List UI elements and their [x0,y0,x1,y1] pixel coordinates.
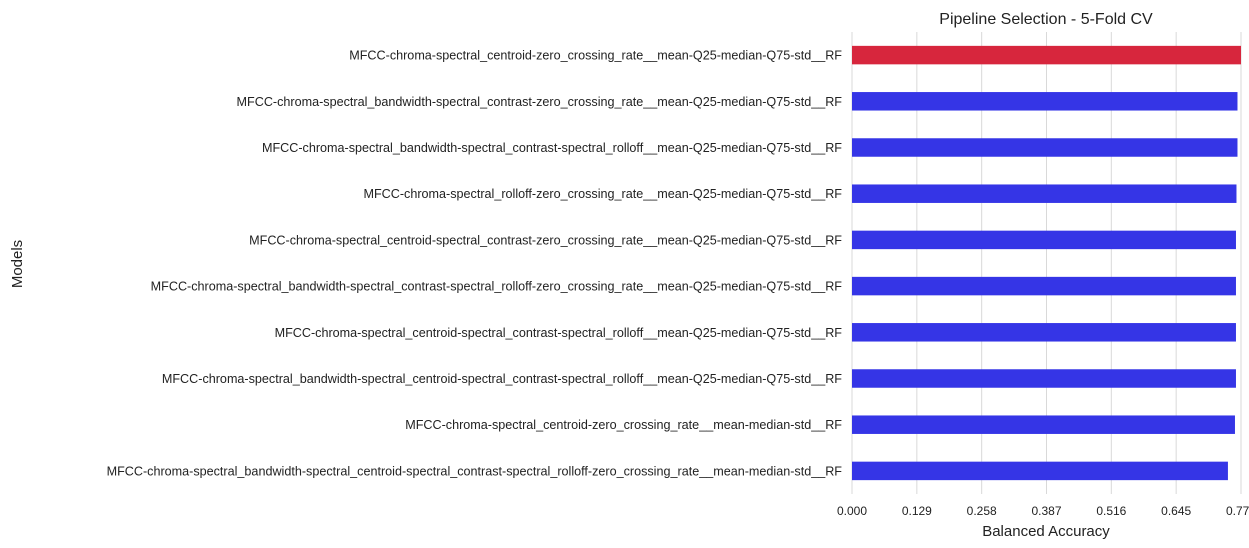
y-tick-label: MFCC-chroma-spectral_rolloff-zero_crossi… [363,187,842,201]
bar [852,92,1238,111]
x-tick-label: 0.516 [1096,504,1126,518]
y-tick-label: MFCC-chroma-spectral_bandwidth-spectral_… [162,372,842,386]
bar [852,276,1236,296]
y-tick-label: MFCC-chroma-spectral_centroid-spectral_c… [275,326,843,340]
bar [852,323,1236,342]
x-tick-label: 0.258 [967,504,997,518]
bar [852,184,1237,203]
y-tick-label: MFCC-chroma-spectral_bandwidth-spectral_… [237,95,843,109]
bars-group [852,45,1241,481]
x-tick-label: 0.645 [1161,504,1191,518]
x-tick-label: 0.774 [1226,504,1249,518]
x-tick-label: 0.387 [1031,504,1061,518]
y-axis-label: Models [9,240,26,288]
y-tick-label: MFCC-chroma-spectral_bandwidth-spectral_… [151,280,843,294]
x-tick-labels: 0.000 0.129 0.258 0.387 0.516 0.645 0.774 [837,504,1249,518]
y-tick-label: MFCC-chroma-spectral_bandwidth-spectral_… [107,464,843,478]
chart-title: Pipeline Selection - 5-Fold CV [939,11,1153,28]
bar [852,461,1228,481]
y-tick-label: MFCC-chroma-spectral_centroid-spectral_c… [249,233,842,247]
y-tick-label: MFCC-chroma-spectral_centroid-zero_cross… [405,418,842,432]
bar [852,45,1241,65]
x-axis-label: Balanced Accuracy [982,523,1110,540]
y-tick-label: MFCC-chroma-spectral_bandwidth-spectral_… [262,141,842,155]
x-tick-label: 0.129 [902,504,932,518]
bar [852,138,1238,157]
x-tick-label: 0.000 [837,504,867,518]
y-tick-labels: MFCC-chroma-spectral_centroid-zero_cross… [107,49,843,479]
y-tick-label: MFCC-chroma-spectral_centroid-zero_cross… [349,49,842,63]
bar [852,369,1236,388]
bar [852,415,1235,434]
bar [852,230,1236,250]
